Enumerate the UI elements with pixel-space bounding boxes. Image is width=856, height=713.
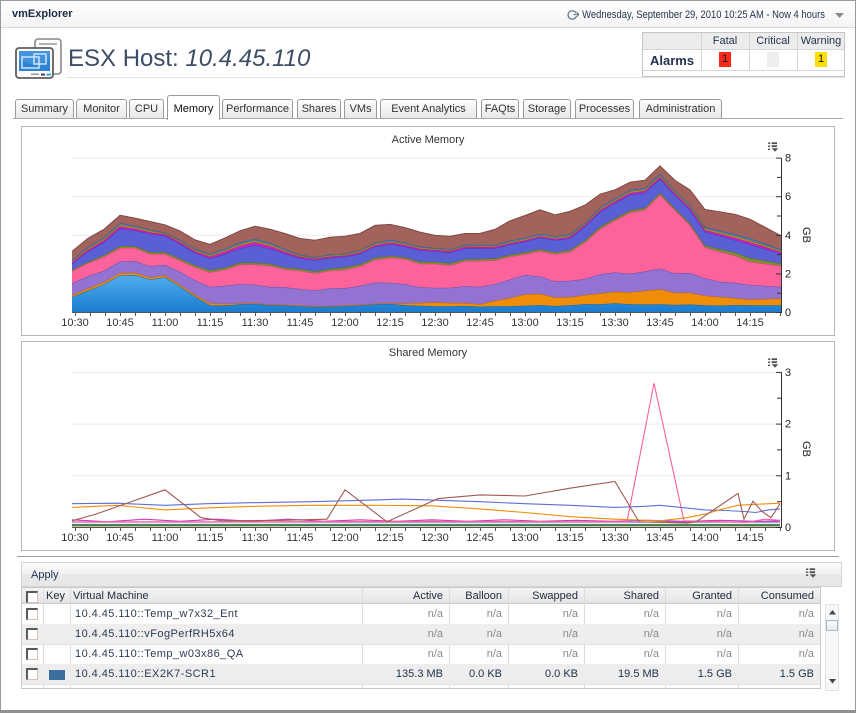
svg-text:10:45: 10:45 bbox=[106, 317, 134, 329]
svg-text:11:45: 11:45 bbox=[287, 532, 314, 544]
svg-text:14:00: 14:00 bbox=[691, 317, 719, 329]
svg-text:12:15: 12:15 bbox=[376, 532, 404, 544]
svg-text:1: 1 bbox=[785, 470, 791, 482]
svg-text:10:30: 10:30 bbox=[61, 532, 89, 544]
svg-text:8: 8 bbox=[785, 153, 791, 165]
svg-text:11:15: 11:15 bbox=[197, 317, 224, 329]
svg-text:12:00: 12:00 bbox=[331, 317, 359, 329]
svg-text:12:30: 12:30 bbox=[421, 317, 449, 329]
svg-text:2: 2 bbox=[785, 268, 791, 280]
svg-text:13:45: 13:45 bbox=[646, 317, 674, 329]
svg-text:12:45: 12:45 bbox=[466, 532, 494, 544]
svg-text:14:15: 14:15 bbox=[736, 317, 764, 329]
svg-text:14:15: 14:15 bbox=[736, 532, 764, 544]
svg-text:0: 0 bbox=[785, 522, 791, 534]
svg-text:11:15: 11:15 bbox=[197, 532, 224, 544]
svg-text:11:00: 11:00 bbox=[152, 317, 179, 329]
svg-text:13:45: 13:45 bbox=[646, 532, 674, 544]
svg-text:11:30: 11:30 bbox=[242, 317, 269, 329]
svg-text:13:15: 13:15 bbox=[556, 532, 584, 544]
svg-text:3: 3 bbox=[785, 367, 791, 379]
svg-text:11:45: 11:45 bbox=[287, 317, 314, 329]
svg-text:0: 0 bbox=[785, 307, 791, 319]
svg-text:10:30: 10:30 bbox=[61, 317, 89, 329]
svg-text:13:15: 13:15 bbox=[556, 317, 584, 329]
svg-text:14:00: 14:00 bbox=[691, 532, 719, 544]
svg-text:13:30: 13:30 bbox=[601, 532, 629, 544]
svg-text:4: 4 bbox=[785, 230, 791, 242]
svg-text:12:15: 12:15 bbox=[376, 317, 404, 329]
svg-text:13:00: 13:00 bbox=[511, 317, 539, 329]
svg-text:6: 6 bbox=[785, 191, 791, 203]
svg-text:2: 2 bbox=[785, 419, 791, 431]
svg-text:GB: GB bbox=[800, 227, 812, 243]
svg-text:11:00: 11:00 bbox=[152, 532, 179, 544]
svg-text:12:00: 12:00 bbox=[331, 532, 359, 544]
svg-text:10:45: 10:45 bbox=[106, 532, 134, 544]
svg-text:11:30: 11:30 bbox=[242, 532, 269, 544]
svg-text:12:45: 12:45 bbox=[466, 317, 494, 329]
svg-text:13:00: 13:00 bbox=[511, 532, 539, 544]
svg-text:GB: GB bbox=[800, 441, 812, 457]
svg-text:13:30: 13:30 bbox=[601, 317, 629, 329]
svg-text:12:30: 12:30 bbox=[421, 532, 449, 544]
